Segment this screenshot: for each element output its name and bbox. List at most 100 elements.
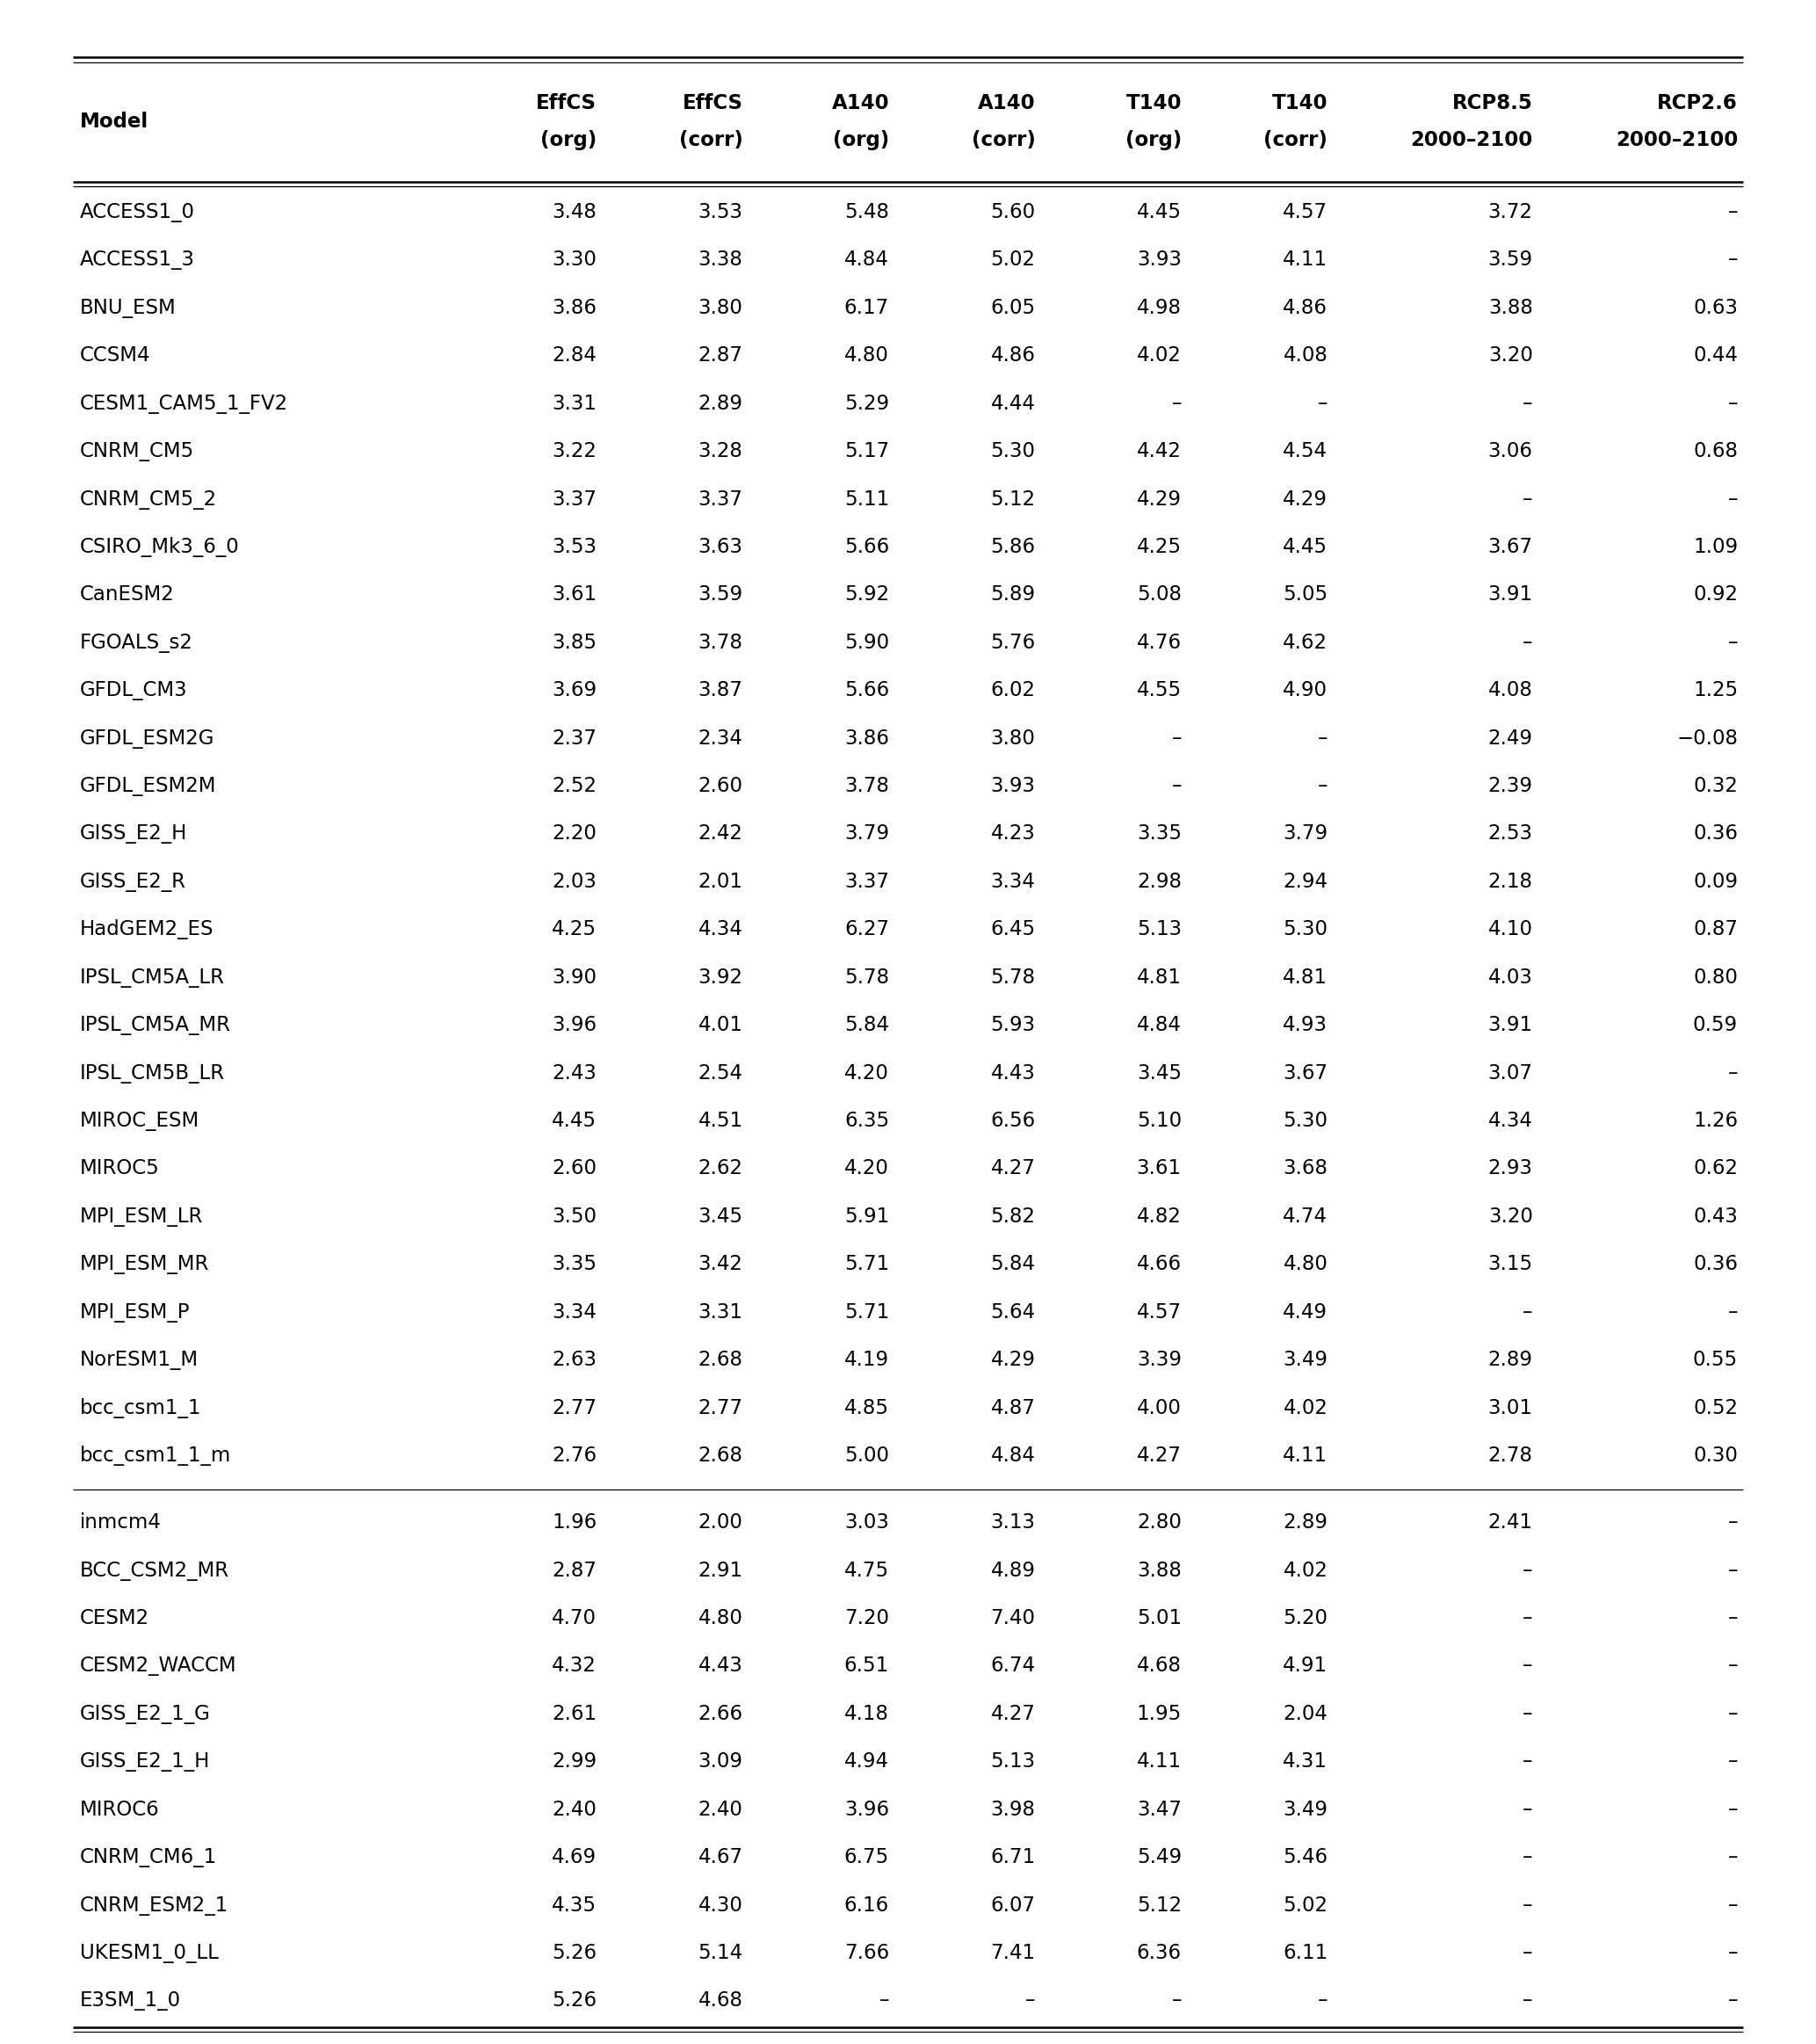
- Text: 6.07: 6.07: [990, 1895, 1035, 1915]
- Text: 4.66: 4.66: [1137, 1255, 1182, 1275]
- Text: 2.60: 2.60: [552, 1159, 597, 1179]
- Text: 3.78: 3.78: [844, 777, 890, 797]
- Text: 3.91: 3.91: [1487, 585, 1533, 605]
- Text: 4.00: 4.00: [1137, 1398, 1182, 1419]
- Text: 0.36: 0.36: [1693, 824, 1738, 844]
- Text: 4.30: 4.30: [699, 1895, 743, 1915]
- Text: 4.75: 4.75: [844, 1560, 890, 1580]
- Text: 4.45: 4.45: [1282, 538, 1327, 558]
- Text: –: –: [1524, 1609, 1533, 1629]
- Text: 2.84: 2.84: [552, 345, 597, 366]
- Text: 4.08: 4.08: [1487, 681, 1533, 701]
- Text: 0.80: 0.80: [1693, 967, 1738, 987]
- Text: (corr): (corr): [972, 131, 1035, 149]
- Text: 3.37: 3.37: [844, 871, 890, 891]
- Text: 6.16: 6.16: [844, 1895, 890, 1915]
- Text: 3.86: 3.86: [844, 728, 890, 748]
- Text: 4.84: 4.84: [1137, 1016, 1182, 1036]
- Text: 0.09: 0.09: [1693, 871, 1738, 891]
- Text: 4.94: 4.94: [844, 1752, 890, 1772]
- Text: 4.23: 4.23: [992, 824, 1035, 844]
- Text: 2.60: 2.60: [697, 777, 743, 797]
- Text: RCP8.5: RCP8.5: [1453, 94, 1533, 114]
- Text: 3.50: 3.50: [552, 1206, 597, 1226]
- Text: 3.07: 3.07: [1487, 1063, 1533, 1083]
- Text: CESM1_CAM5_1_FV2: CESM1_CAM5_1_FV2: [80, 392, 289, 413]
- Text: 2.53: 2.53: [1487, 824, 1533, 844]
- Text: 0.92: 0.92: [1693, 585, 1738, 605]
- Text: 5.78: 5.78: [844, 967, 890, 987]
- Text: 4.81: 4.81: [1282, 967, 1327, 987]
- Text: –: –: [1727, 1609, 1738, 1629]
- Text: 3.22: 3.22: [552, 442, 597, 462]
- Text: 2.68: 2.68: [697, 1445, 743, 1466]
- Text: 3.53: 3.53: [697, 202, 743, 223]
- Text: MPI_ESM_LR: MPI_ESM_LR: [80, 1206, 203, 1226]
- Text: 4.90: 4.90: [1282, 681, 1327, 701]
- Text: 3.31: 3.31: [552, 392, 597, 413]
- Text: 6.56: 6.56: [990, 1110, 1035, 1130]
- Text: 5.10: 5.10: [1137, 1110, 1182, 1130]
- Text: 5.86: 5.86: [990, 538, 1035, 558]
- Text: 2.34: 2.34: [699, 728, 743, 748]
- Text: 4.80: 4.80: [844, 345, 890, 366]
- Text: 5.02: 5.02: [1282, 1895, 1327, 1915]
- Text: 5.84: 5.84: [844, 1016, 890, 1036]
- Text: 3.03: 3.03: [844, 1513, 890, 1533]
- Text: 3.79: 3.79: [1282, 824, 1327, 844]
- Text: 2.93: 2.93: [1487, 1159, 1533, 1179]
- Text: 5.78: 5.78: [990, 967, 1035, 987]
- Text: 4.54: 4.54: [1282, 442, 1327, 462]
- Text: 4.69: 4.69: [552, 1848, 597, 1868]
- Text: 3.90: 3.90: [552, 967, 597, 987]
- Text: –: –: [1524, 1799, 1533, 1819]
- Text: 4.34: 4.34: [1487, 1110, 1533, 1130]
- Text: 5.76: 5.76: [990, 632, 1035, 652]
- Text: 1.96: 1.96: [552, 1513, 597, 1533]
- Text: 4.67: 4.67: [697, 1848, 743, 1868]
- Text: 2.91: 2.91: [697, 1560, 743, 1580]
- Text: –: –: [1524, 1656, 1533, 1676]
- Text: MPI_ESM_MR: MPI_ESM_MR: [80, 1255, 209, 1275]
- Text: −0.08: −0.08: [1676, 728, 1738, 748]
- Text: UKESM1_0_LL: UKESM1_0_LL: [80, 1944, 218, 1962]
- Text: CanESM2: CanESM2: [80, 585, 174, 605]
- Text: –: –: [1524, 1302, 1533, 1322]
- Text: 6.71: 6.71: [990, 1848, 1035, 1868]
- Text: 5.05: 5.05: [1282, 585, 1327, 605]
- Text: 3.61: 3.61: [552, 585, 597, 605]
- Text: 4.51: 4.51: [697, 1110, 743, 1130]
- Text: 3.38: 3.38: [699, 249, 743, 270]
- Text: 6.74: 6.74: [990, 1656, 1035, 1676]
- Text: –: –: [1727, 1799, 1738, 1819]
- Text: –: –: [1318, 728, 1327, 748]
- Text: 5.30: 5.30: [990, 442, 1035, 462]
- Text: –: –: [1524, 1752, 1533, 1772]
- Text: –: –: [1318, 392, 1327, 413]
- Text: (org): (org): [834, 131, 890, 149]
- Text: 4.93: 4.93: [1282, 1016, 1327, 1036]
- Text: 5.92: 5.92: [844, 585, 890, 605]
- Text: 0.36: 0.36: [1693, 1255, 1738, 1275]
- Text: 3.45: 3.45: [697, 1206, 743, 1226]
- Text: 4.29: 4.29: [1282, 489, 1327, 509]
- Text: 3.31: 3.31: [697, 1302, 743, 1322]
- Text: 2.77: 2.77: [552, 1398, 597, 1419]
- Text: 5.64: 5.64: [990, 1302, 1035, 1322]
- Text: 2.89: 2.89: [697, 392, 743, 413]
- Text: 0.52: 0.52: [1693, 1398, 1738, 1419]
- Text: –: –: [879, 1991, 890, 2011]
- Text: 3.63: 3.63: [697, 538, 743, 558]
- Text: A140: A140: [832, 94, 890, 114]
- Text: 4.43: 4.43: [699, 1656, 743, 1676]
- Text: 3.35: 3.35: [552, 1255, 597, 1275]
- Text: 6.75: 6.75: [844, 1848, 890, 1868]
- Text: 3.49: 3.49: [1282, 1349, 1327, 1369]
- Text: 4.29: 4.29: [990, 1349, 1035, 1369]
- Text: 5.13: 5.13: [1137, 920, 1182, 940]
- Text: 0.55: 0.55: [1693, 1349, 1738, 1369]
- Text: 5.48: 5.48: [844, 202, 890, 223]
- Text: 4.02: 4.02: [1284, 1398, 1327, 1419]
- Text: –: –: [1524, 1895, 1533, 1915]
- Text: 3.78: 3.78: [697, 632, 743, 652]
